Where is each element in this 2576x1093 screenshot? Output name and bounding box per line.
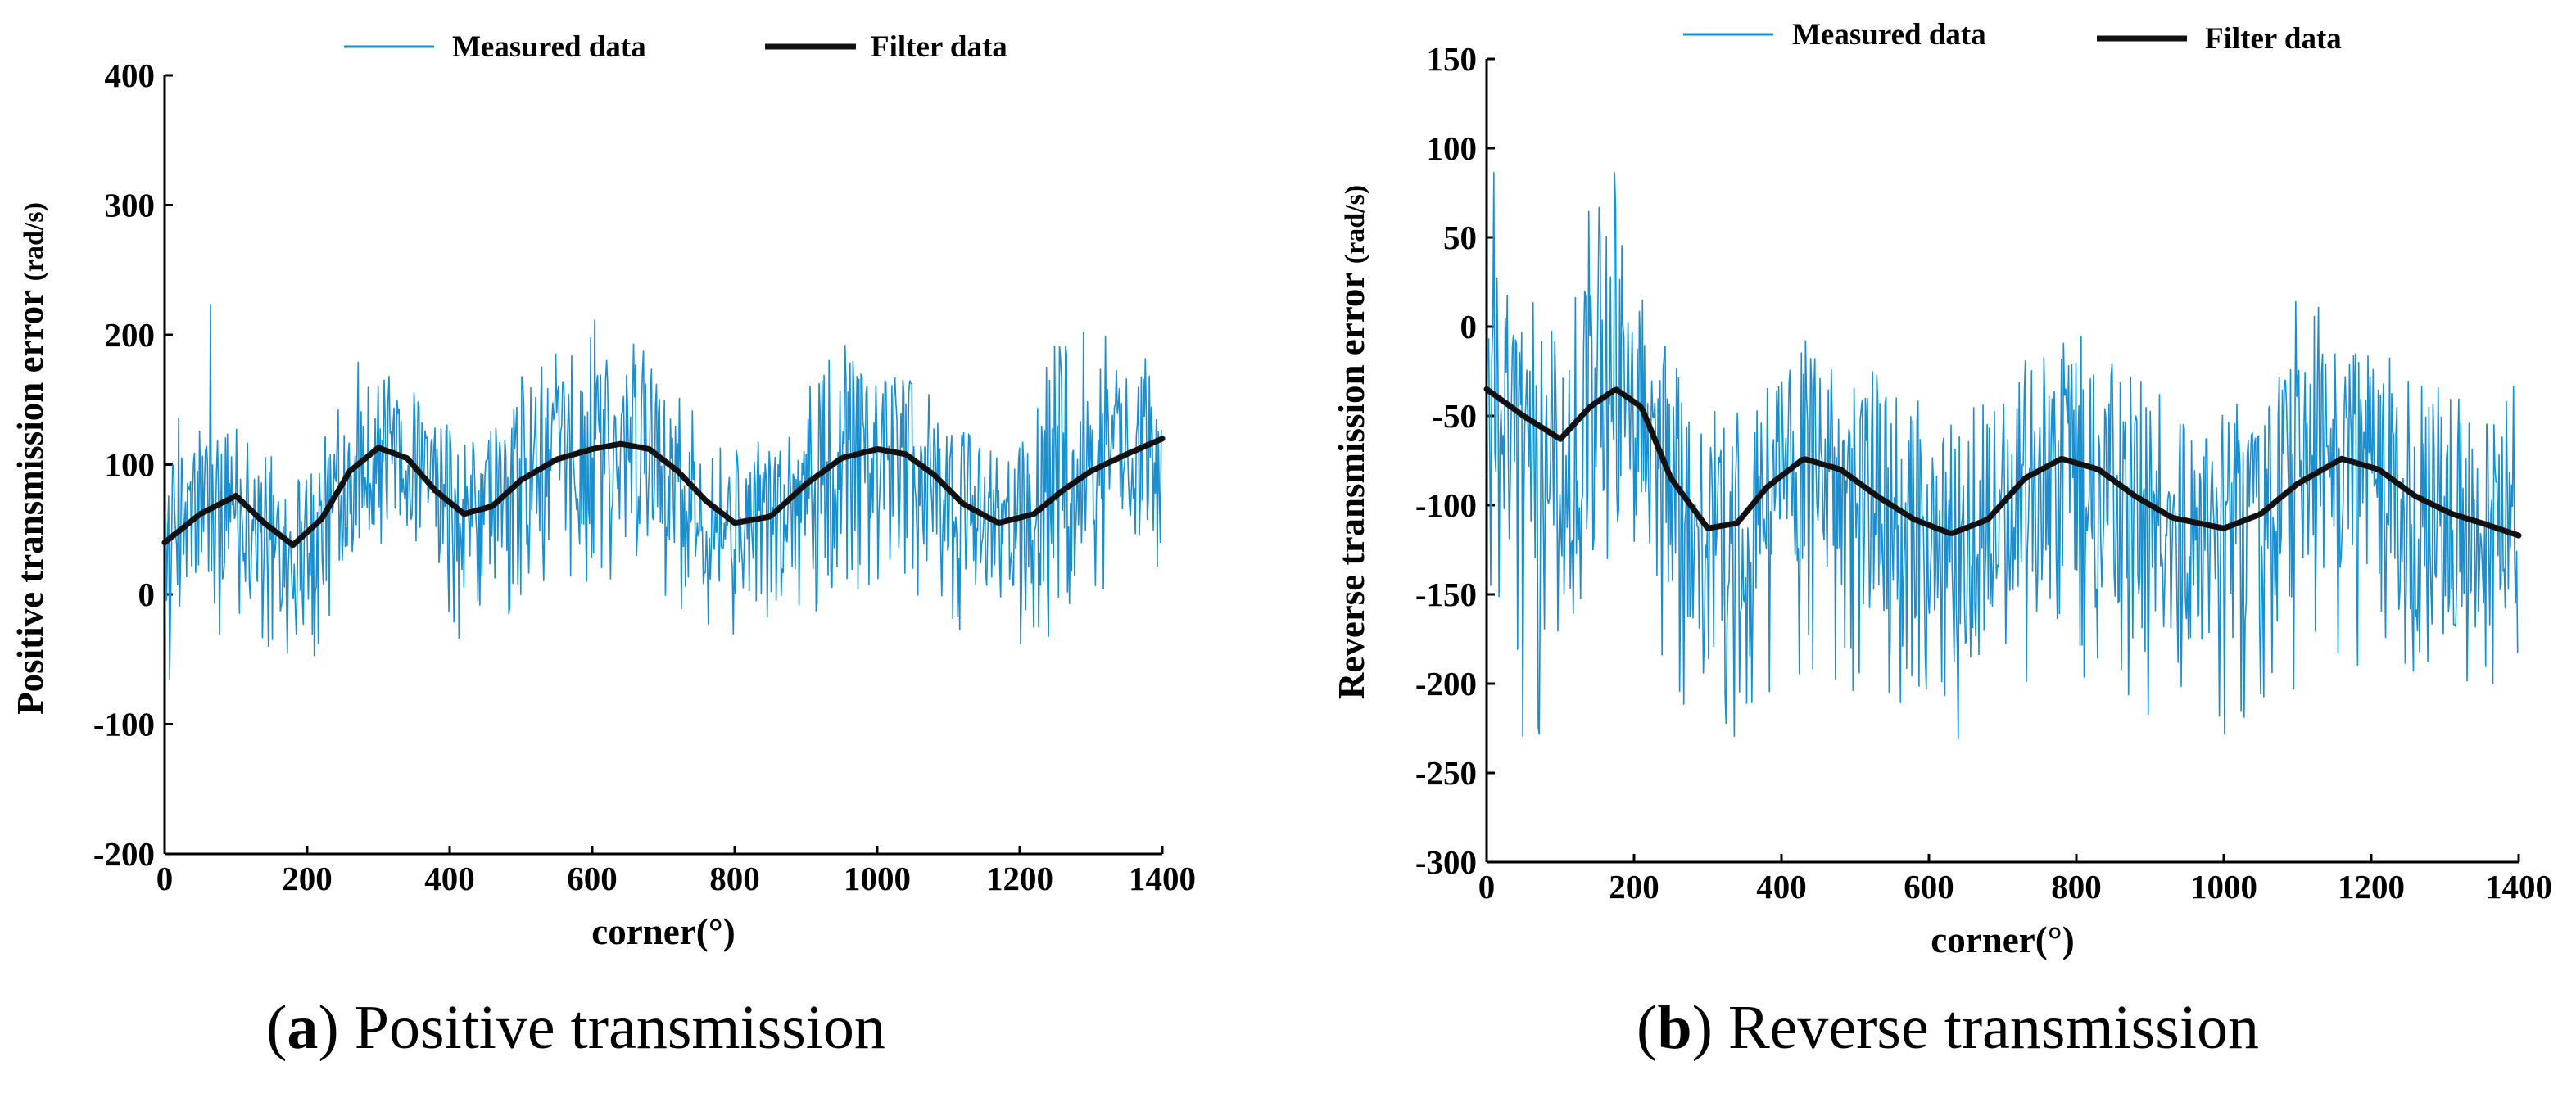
legend-label-filter: Filter data xyxy=(871,30,1007,64)
caption-a-text: Positive transmission xyxy=(355,993,885,1062)
y-tick-label: -100 xyxy=(93,706,155,743)
y-tick-label: 100 xyxy=(1427,129,1478,167)
x-axis-label: corner(°) xyxy=(1931,919,2074,960)
x-tick-label: 1200 xyxy=(986,860,1053,897)
x-tick-label: 400 xyxy=(1756,868,1807,906)
y-axis-unit: (rad/s) xyxy=(19,202,49,281)
x-tick-label: 200 xyxy=(1609,868,1659,906)
caption-a-letter: a xyxy=(287,993,318,1062)
x-tick-label: 1400 xyxy=(2485,868,2552,906)
x-tick-label: 1000 xyxy=(844,860,911,897)
y-axis-label: Positive transmission error (rad/s) xyxy=(10,202,51,715)
y-tick-label: 150 xyxy=(1427,40,1478,78)
x-tick-label: 600 xyxy=(1904,868,1954,906)
y-tick-label: 100 xyxy=(105,446,156,484)
chart-panel-b: -300 -250 -200 -150 -100 -50 0 50 100 150 0 200 400 6… xyxy=(1331,18,2552,960)
caption-b: (b) Reverse transmission xyxy=(1637,993,2259,1062)
y-tick-label: 0 xyxy=(138,576,156,613)
y-tick-label: -200 xyxy=(1415,665,1477,702)
series-measured-data xyxy=(1487,172,2519,740)
legend-label-filter: Filter data xyxy=(2205,22,2342,56)
y-tick-label: 50 xyxy=(1443,219,1477,256)
series-filter-data xyxy=(1483,386,2522,539)
chart-panel-a: -200 -100 0 100 200 300 400 0 200 400 600 800 1000 12… xyxy=(10,30,1196,952)
x-tick-label: 800 xyxy=(709,860,760,897)
caption-b-letter: b xyxy=(1657,993,1691,1062)
y-tick-label: -250 xyxy=(1415,754,1477,792)
x-tick-label: 0 xyxy=(1478,868,1496,906)
x-tick-label: 1200 xyxy=(2338,868,2405,906)
caption-b-text: Reverse transmission xyxy=(1728,993,2259,1062)
x-axis-label: corner(°) xyxy=(591,911,735,952)
x-tick-label: 200 xyxy=(282,860,333,897)
legend-label-measured: Measured data xyxy=(1792,18,1986,52)
y-tick-label: 200 xyxy=(105,316,156,354)
y-tick-label: -200 xyxy=(93,835,155,873)
y-tick-label: 300 xyxy=(105,187,156,224)
legend-label-measured: Measured data xyxy=(452,30,646,64)
series-filter-data xyxy=(161,436,1166,549)
x-tick-label: 1000 xyxy=(2190,868,2257,906)
x-tick-label: 800 xyxy=(2051,868,2102,906)
y-axis-label: Reverse transmission error (rad/s) xyxy=(1331,185,1372,699)
series-measured-data xyxy=(165,304,1162,680)
x-tick-label: 1400 xyxy=(1129,860,1196,897)
y-axis-unit: (rad/s) xyxy=(1340,185,1370,264)
x-tick-label: 600 xyxy=(567,860,618,897)
x-tick-label: 0 xyxy=(156,860,174,897)
y-tick-label: 0 xyxy=(1460,308,1478,346)
y-tick-label: -50 xyxy=(1432,397,1477,435)
x-tick-label: 400 xyxy=(424,860,475,897)
y-tick-label: -300 xyxy=(1415,843,1477,881)
caption-a: (a) Positive transmission xyxy=(266,993,885,1062)
y-tick-label: 400 xyxy=(105,56,156,94)
y-tick-label: -150 xyxy=(1415,576,1477,613)
y-tick-label: -100 xyxy=(1415,486,1477,524)
